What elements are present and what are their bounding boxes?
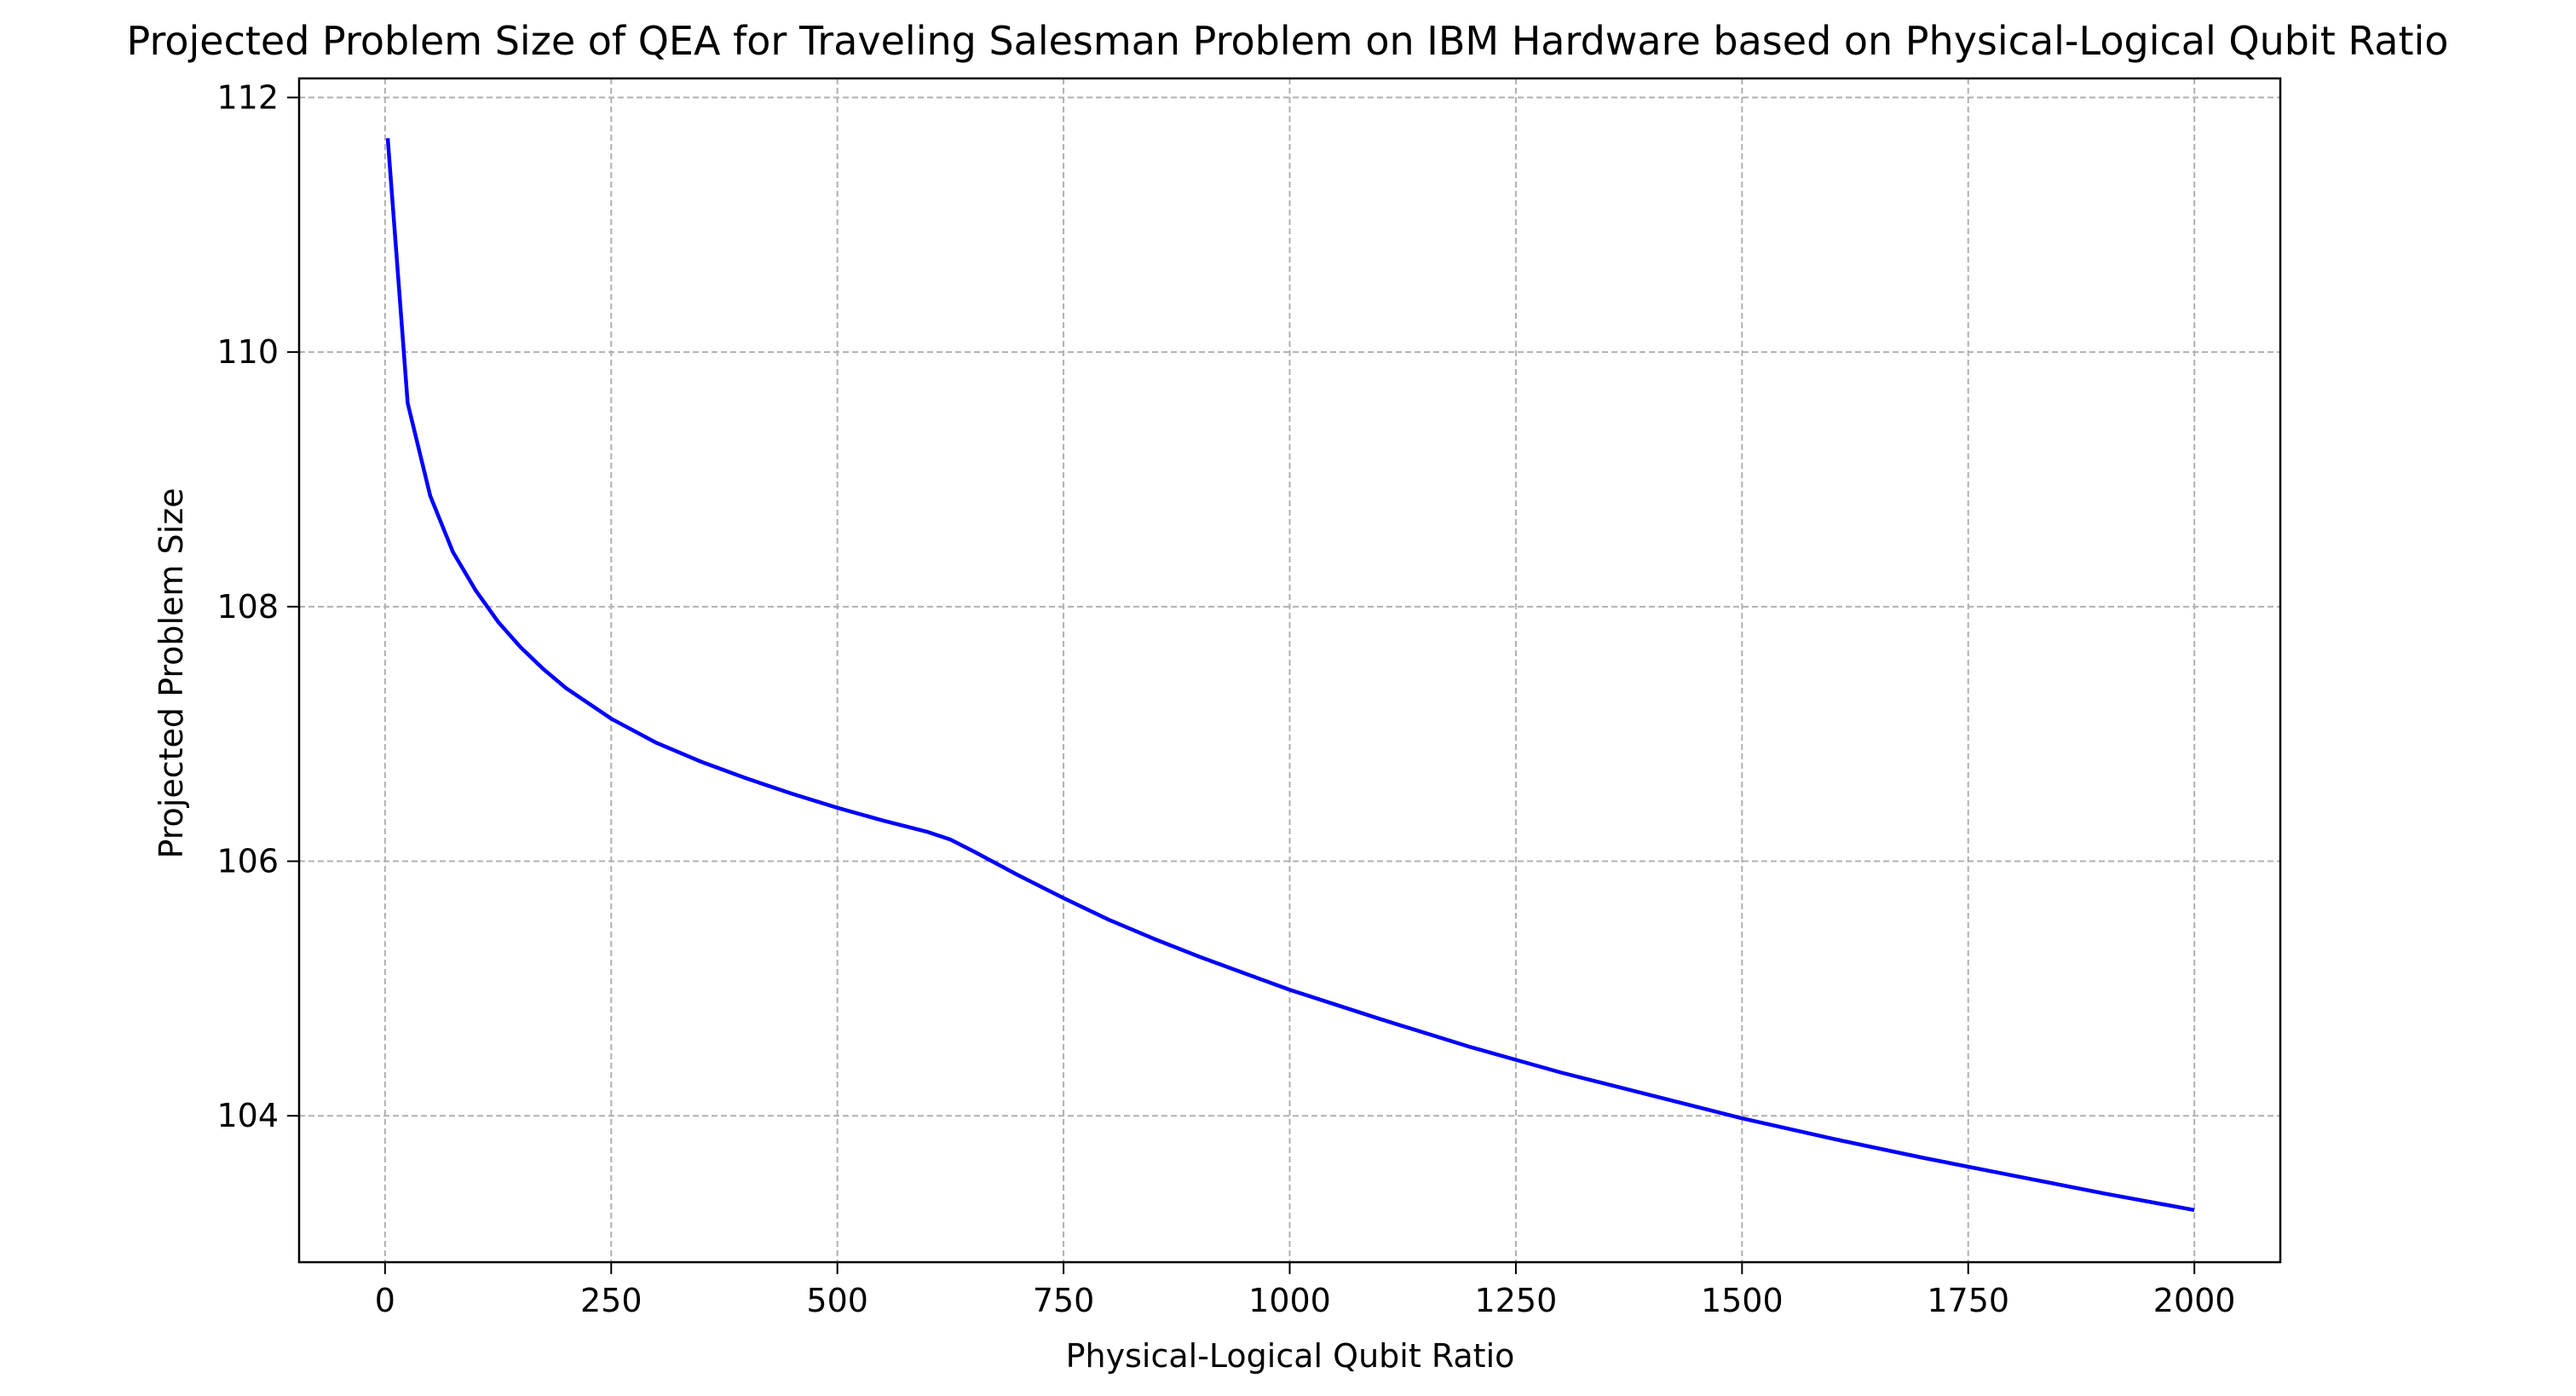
x-tick-label: 0 [375,1282,395,1319]
x-tick-label: 1000 [1248,1282,1331,1319]
chart-title: Projected Problem Size of QEA for Travel… [127,18,2449,64]
x-axis-label: Physical-Logical Qubit Ratio [1066,1337,1515,1375]
x-tick-label: 1750 [1927,1282,2009,1319]
x-tick-label: 1250 [1475,1282,1558,1319]
x-tick-label: 500 [806,1282,868,1319]
y-tick-label: 106 [216,843,279,880]
series-line [385,138,2195,1213]
x-tick-label: 1500 [1701,1282,1784,1319]
x-tick-label: 250 [580,1282,643,1319]
x-tick-label: 750 [1033,1282,1095,1319]
y-axis-label: Projected Problem Size [153,487,190,858]
tick-layer: 0 250 500 750 1000 1250 1500 1750 2000 104 106 108 1… [216,78,2235,1319]
x-tick-label: 2000 [2153,1282,2236,1319]
y-tick-label: 104 [216,1097,279,1134]
y-tick-label: 110 [216,333,279,371]
grid-layer [299,78,2280,1262]
y-tick-label: 112 [216,78,279,116]
y-tick-label: 108 [216,588,279,626]
series-layer [385,138,2195,1213]
